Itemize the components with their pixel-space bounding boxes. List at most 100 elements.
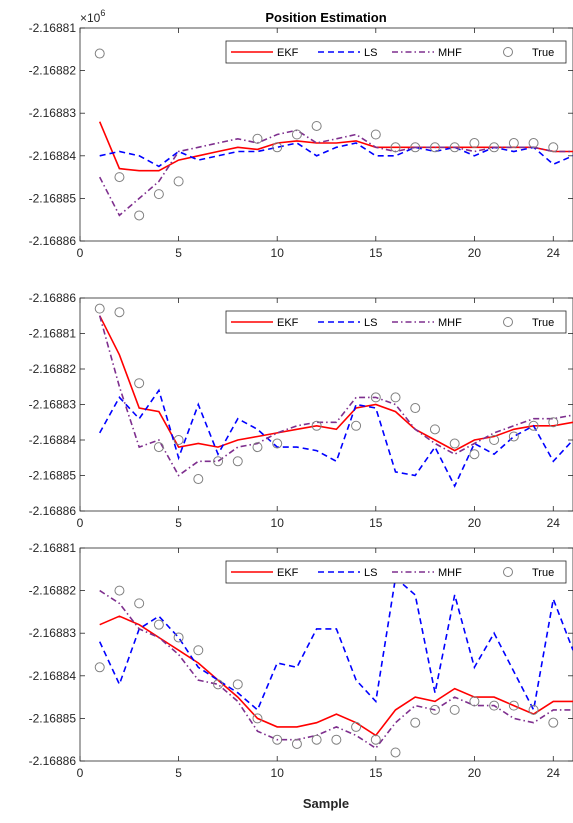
true-marker [429, 142, 440, 153]
y-tick-label: -2.16882 [29, 584, 77, 598]
legend-label-true: True [532, 567, 554, 579]
true-marker [272, 734, 283, 745]
true-marker [410, 717, 421, 728]
true-marker [429, 704, 440, 715]
true-marker [449, 142, 460, 153]
true-marker [94, 48, 105, 59]
legend: EKF LS MHF True [225, 560, 567, 584]
true-marker [272, 142, 283, 153]
true-marker [548, 417, 559, 428]
true-marker [94, 662, 105, 673]
true-marker [528, 138, 539, 149]
legend: EKF LS MHF True [225, 310, 567, 334]
x-tick-label: 15 [369, 766, 383, 780]
true-marker [390, 747, 401, 758]
x-axis-label: Sample [303, 796, 349, 811]
true-marker [232, 679, 243, 690]
x-tick-label: 5 [175, 246, 182, 260]
true-marker [153, 619, 164, 630]
legend-swatch-true [503, 567, 513, 577]
legend-label-ekf: EKF [277, 317, 299, 329]
true-marker [94, 303, 105, 314]
true-marker [508, 700, 519, 711]
legend-label-ekf: EKF [277, 47, 299, 59]
y-exponent-label: ×106 [80, 8, 105, 25]
legend-swatch-true [503, 317, 513, 327]
x-tick-label: 0 [77, 766, 84, 780]
x-tick-label: 5 [175, 766, 182, 780]
x-tick-label: 24 [547, 516, 561, 530]
true-marker [311, 120, 322, 131]
series-line-ekf [98, 315, 573, 452]
true-marker [173, 632, 184, 643]
true-marker [449, 438, 460, 449]
y-tick-label: -2.16885 [29, 469, 77, 483]
true-marker [370, 392, 381, 403]
true-marker [291, 738, 302, 749]
x-tick-label: 15 [369, 246, 383, 260]
series-group [94, 48, 573, 221]
true-marker [528, 704, 539, 715]
true-marker [153, 189, 164, 200]
true-marker [390, 392, 401, 403]
x-tick-label: 0 [77, 516, 84, 530]
exponent-power: 6 [100, 8, 105, 18]
x-tick-label: 10 [271, 766, 285, 780]
y-tick-label: -2.16883 [29, 106, 77, 120]
y-tick-label: -2.16881 [29, 327, 77, 341]
legend-label-true: True [532, 47, 554, 59]
legend-label-mhf: MHF [438, 317, 462, 329]
y-tick-label: -2.16882 [29, 362, 77, 376]
true-marker [252, 713, 263, 724]
y-tick-label: -2.16881 [29, 541, 77, 555]
true-marker [213, 679, 224, 690]
true-marker [173, 176, 184, 187]
subplot-2: 0 5 10 15 20 24 -2.16886 -2.16881 -2.16882 -2.168… [29, 291, 573, 530]
series-line-mhf [99, 589, 573, 750]
true-marker [489, 435, 500, 445]
true-marker [173, 435, 184, 445]
true-marker [114, 172, 125, 183]
legend-label-mhf: MHF [438, 47, 462, 59]
series-line-ls [99, 388, 573, 488]
true-marker [153, 442, 164, 453]
series-line-ekf [99, 615, 573, 737]
y-tick-label: -2.16881 [29, 21, 77, 35]
x-tick-label: 10 [271, 516, 285, 530]
y-tick-label: -2.16886 [29, 291, 77, 305]
subplot-3: 0 5 10 15 20 24 -2.16881 -2.16882 -2.16883 -2.168… [29, 541, 573, 780]
true-marker [508, 138, 519, 149]
y-tick-label: -2.16883 [29, 626, 77, 640]
true-marker [469, 696, 480, 707]
y-tick-label: -2.16884 [29, 149, 77, 163]
plot-area [79, 297, 573, 512]
true-marker [489, 142, 500, 153]
true-marker [410, 142, 421, 153]
true-marker [252, 442, 263, 453]
true-marker [429, 424, 440, 435]
true-marker [528, 420, 539, 431]
legend-label-ls: LS [364, 567, 377, 579]
series-line-ls [98, 576, 573, 713]
true-marker [489, 700, 500, 711]
true-marker [508, 431, 519, 442]
true-marker [134, 210, 145, 221]
legend-label-ekf: EKF [277, 567, 299, 579]
plot-area [79, 27, 573, 242]
x-tick-label: 0 [77, 246, 84, 260]
true-marker [134, 378, 145, 389]
plot-area [79, 547, 573, 762]
y-tick-label: -2.16886 [29, 754, 77, 768]
legend-label-ls: LS [364, 317, 377, 329]
true-marker [370, 734, 381, 745]
legend: EKF LS MHF True [225, 40, 567, 64]
true-marker [548, 717, 559, 728]
true-marker [351, 420, 362, 431]
series-group [94, 576, 573, 758]
legend-swatch-true [503, 47, 513, 57]
x-tick-label: 20 [468, 516, 482, 530]
x-tick-label: 20 [468, 766, 482, 780]
y-tick-label: -2.16886 [29, 504, 77, 518]
true-marker [331, 734, 342, 745]
y-tick-label: -2.16883 [29, 398, 77, 412]
